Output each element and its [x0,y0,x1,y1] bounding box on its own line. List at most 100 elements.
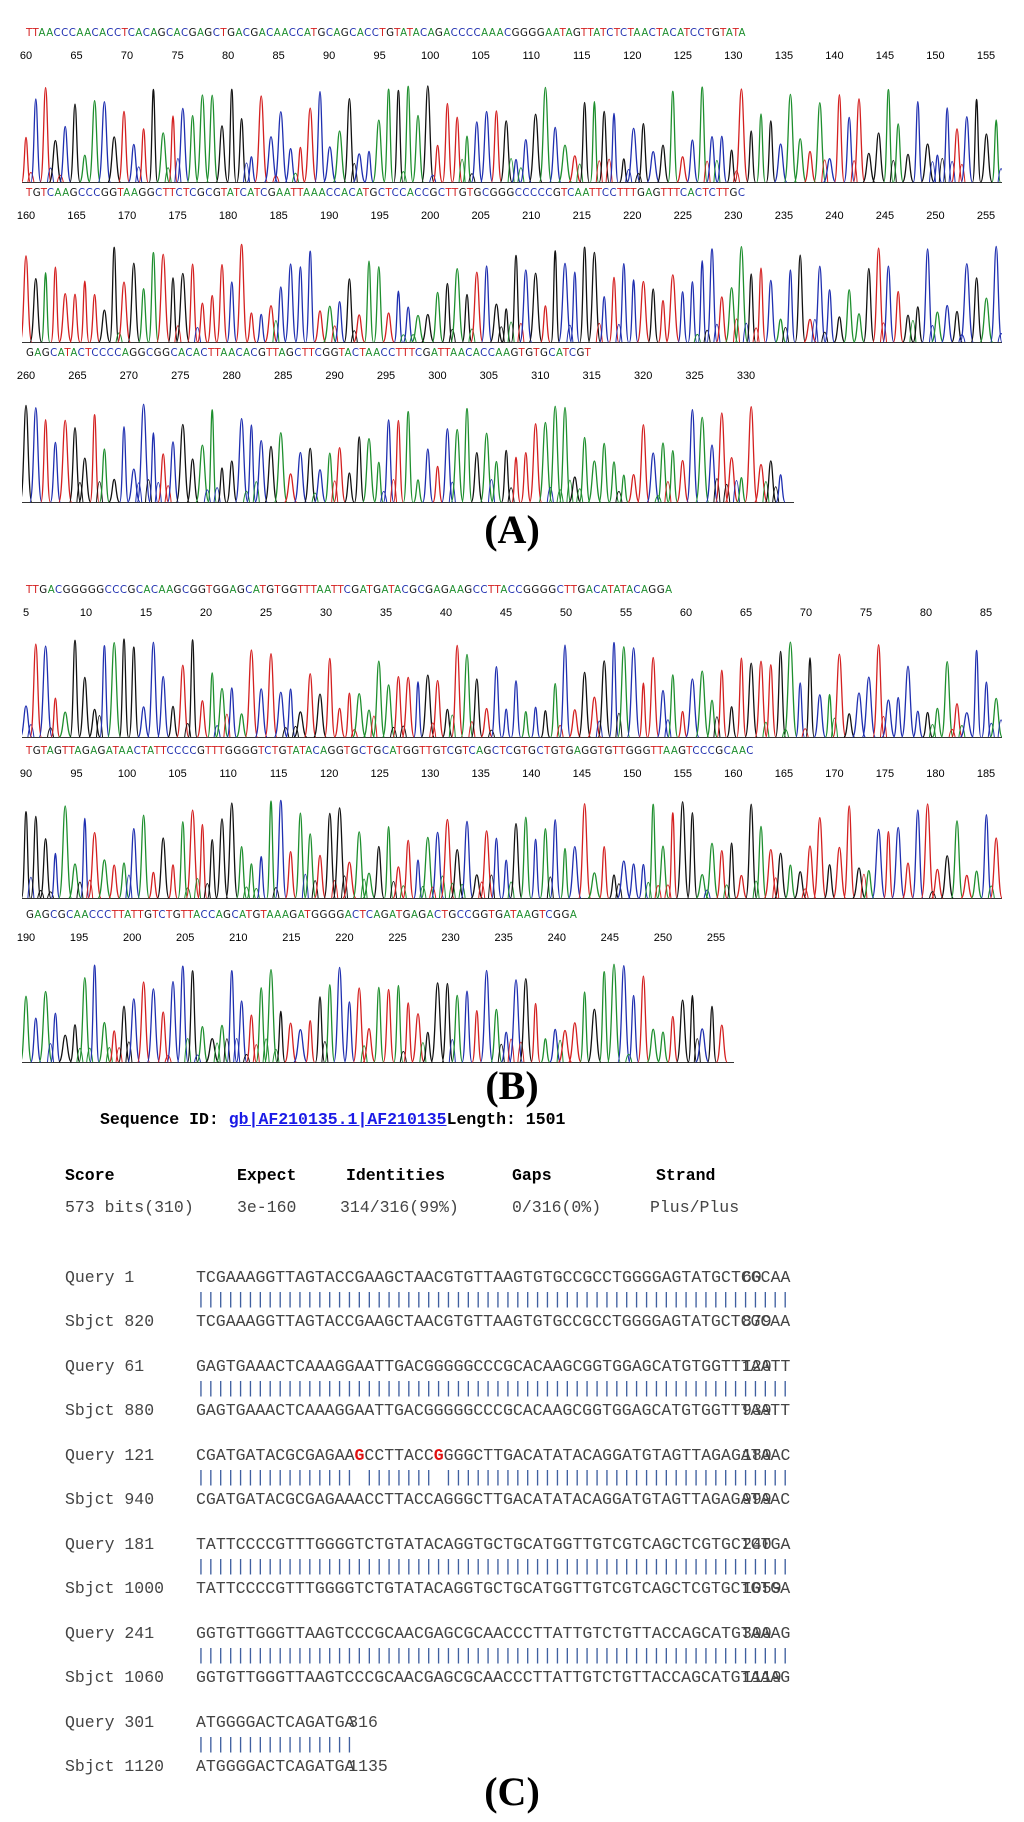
tick-label: 255 [976,210,996,222]
base-call-sequence: GAGCGCAACCCTTATTGTCTGTTACCAGCATGTAAAGATG… [26,910,578,921]
tick-label: 315 [582,370,601,382]
tick-label: 230 [441,932,460,944]
query-end: 60 [742,1268,762,1287]
query-sequence: TCGAAAGGTTAGTACCGAAGCTAACGTGTTAAGTGTGCCG… [196,1268,791,1287]
sbjct-sequence: ATGGGGACTCAGATGA [196,1757,355,1776]
tick-label: 235 [774,210,794,222]
tick-label: 100 [117,768,137,780]
tick-label: 205 [471,210,490,222]
tick-label: 210 [229,932,248,944]
tick-label: 40 [439,607,453,619]
tick-label: 190 [319,210,339,222]
stats-header-gaps: Gaps [512,1166,552,1185]
tick-label: 230 [724,210,743,222]
tick-label: 15 [139,607,153,619]
tick-label: 100 [421,50,440,62]
tick-label: 145 [572,768,591,780]
sequence-id-link[interactable]: gb|AF210135.1|AF210135 [228,1110,447,1129]
chromatogram-trace [22,243,1002,343]
tick-label: 140 [825,50,844,62]
sequence-id-label: Sequence ID: [100,1110,219,1129]
panel-c-label: (C) [484,1769,540,1814]
query-label: Query 301 [65,1713,155,1732]
tick-label: 125 [370,768,389,780]
match-bars: |||||||||||||||| ||||||| |||||||||||||||… [196,1468,791,1487]
sbjct-label: Sbjct 1060 [65,1668,165,1687]
tick-label: 270 [119,370,139,382]
sbjct-end: 939 [742,1401,772,1420]
tick-label: 175 [168,210,187,222]
tick-label: 195 [370,210,389,222]
tick-label: 210 [522,210,541,222]
tick-label: 105 [168,768,187,780]
tick-label: 330 [736,370,756,382]
tick-label: 90 [323,50,336,62]
match-bars: ||||||||||||||||||||||||||||||||||||||||… [196,1646,791,1665]
panel-b-label: (B) [485,1063,539,1108]
tick-label: 150 [623,768,642,780]
tick-label: 85 [979,607,993,619]
chromatogram-trace [22,963,734,1063]
query-label: Query 121 [65,1446,155,1465]
stats-value-gaps: 0/316(0%) [512,1198,602,1217]
tick-label: 215 [572,210,591,222]
stats-header-identities: Identities [346,1166,446,1185]
tick-label: 155 [673,768,693,780]
query-end: 316 [348,1713,378,1732]
tick-label: 205 [176,932,195,944]
chromatogram-trace [22,638,1002,738]
query-end: 300 [742,1624,772,1643]
chromatogram-trace [22,85,1002,183]
tick-label: 245 [875,210,895,222]
sbjct-end: 1059 [742,1579,782,1598]
tick-label: 65 [70,50,83,62]
sbjct-end: 1119 [742,1668,782,1687]
tick-label: 60 [679,607,693,619]
chromatogram-trace [22,403,794,503]
tick-label: 275 [171,370,190,382]
tick-label: 45 [499,607,513,619]
sbjct-end: 999 [742,1490,772,1509]
sequence-id-line: Sequence ID: gb|AF210135.1|AF210135Lengt… [100,1110,565,1129]
tick-label: 140 [522,768,541,780]
tick-label: 120 [319,768,339,780]
panel-a-label: (A) [484,507,540,552]
tick-label: 200 [421,210,440,222]
tick-label: 165 [774,768,794,780]
base-call-sequence: TTGACGGGGGCCCGCACAAGCGGTGGAGCATGTGGTTTAA… [26,585,673,596]
tick-label: 25 [259,607,273,619]
tick-label: 200 [122,932,142,944]
query-end: 120 [742,1357,772,1376]
tick-label: 125 [673,50,693,62]
base-call-sequence: GAGCATACTCCCCAGGCGGCACACTTAACACGTTAGCTTC… [26,348,592,359]
tick-label: 160 [16,210,36,222]
query-sequence: ATGGGGACTCAGATGA [196,1713,355,1732]
tick-label: 145 [875,50,895,62]
length-label: Length: 1501 [446,1110,566,1129]
tick-label: 170 [117,210,137,222]
tick-label: 325 [685,370,704,382]
tick-label: 190 [16,932,36,944]
tick-label: 170 [825,768,844,780]
tick-label: 30 [319,607,333,619]
base-call-sequence: TTAACCCAACACCTCACAGCACGAGCTGACGACAACCATG… [26,28,746,39]
tick-label: 155 [976,50,996,62]
tick-label: 75 [171,50,184,62]
match-bars: ||||||||||||||||||||||||||||||||||||||||… [196,1379,791,1398]
tick-label: 240 [825,210,844,222]
tick-label: 265 [68,370,87,382]
tick-label: 240 [547,932,566,944]
tick-label: 215 [282,932,301,944]
tick-label: 130 [724,50,743,62]
sbjct-label: Sbjct 1120 [65,1757,165,1776]
tick-label: 245 [600,932,620,944]
match-bars: |||||||||||||||| [196,1735,355,1754]
sbjct-sequence: CGATGATACGCGAGAAACCTTACCAGGGCTTGACATATAC… [196,1490,791,1509]
sbjct-label: Sbjct 880 [65,1401,155,1420]
sbjct-end: 1135 [348,1757,388,1776]
query-sequence: GAGTGAAACTCAAAGGAATTGACGGGGGCCCGCACAAGCG… [196,1357,791,1376]
tick-label: 75 [859,607,873,619]
base-call-sequence: TGTAGTTAGAGATAACTATTCCCCGTTTGGGGTCTGTATA… [26,746,754,757]
tick-label: 180 [218,210,238,222]
tick-label: 320 [633,370,653,382]
